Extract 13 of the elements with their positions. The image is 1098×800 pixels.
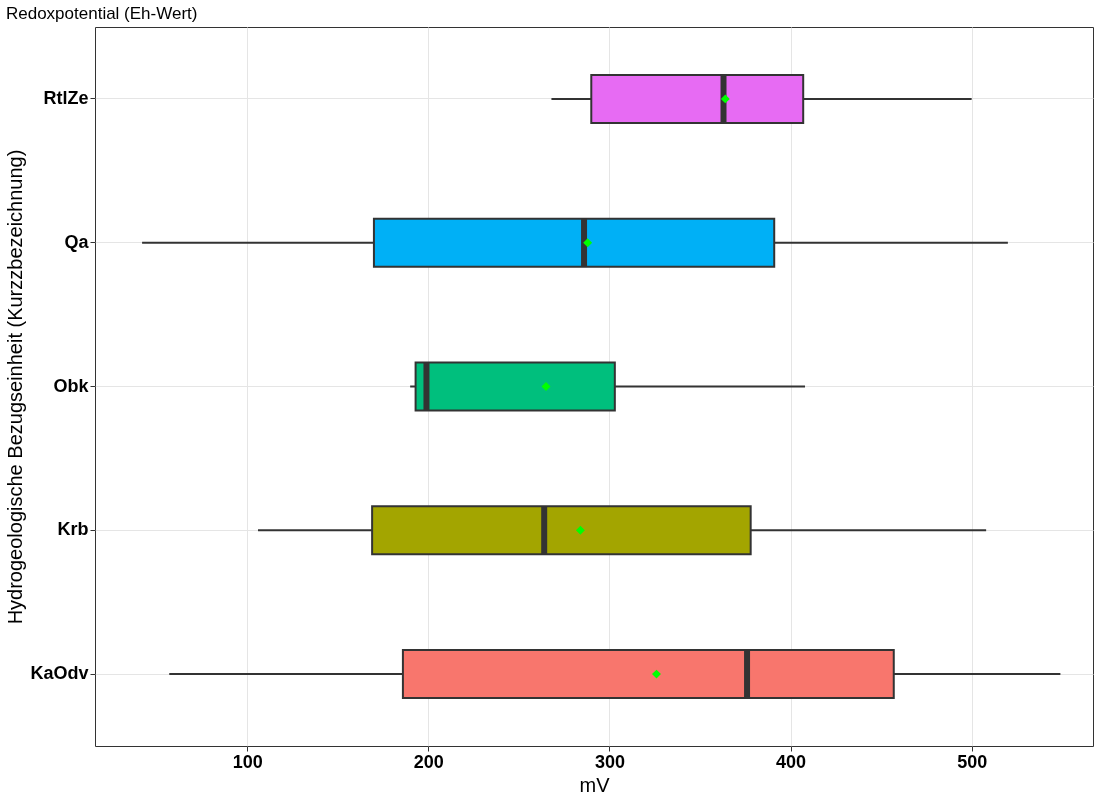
y-tick-label: Qa bbox=[64, 231, 90, 252]
y-axis-title: Hydrogeologische Bezugseinheit (Kurzzbezeichnung) bbox=[4, 149, 27, 625]
y-tick-label: Obk bbox=[53, 375, 90, 396]
x-tick-label: 300 bbox=[594, 751, 625, 772]
chart-title: Redoxpotential (Eh-Wert) bbox=[5, 4, 198, 23]
y-tick-label: RtlZe bbox=[43, 87, 89, 108]
x-tick-label: 100 bbox=[232, 751, 263, 772]
x-tick-label: 400 bbox=[776, 751, 807, 772]
x-tick-label: 500 bbox=[957, 751, 988, 772]
x-tick-label: 200 bbox=[413, 751, 444, 772]
x-axis-title: mV bbox=[579, 773, 611, 796]
y-tick-label: Krb bbox=[57, 519, 89, 540]
y-tick-label: KaOdv bbox=[30, 663, 89, 684]
